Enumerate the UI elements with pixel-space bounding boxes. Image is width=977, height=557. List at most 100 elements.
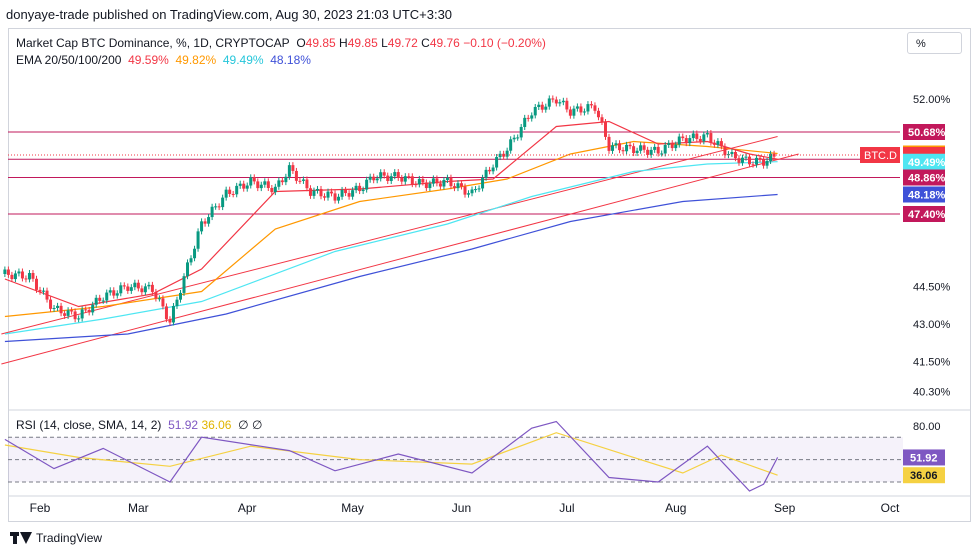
candle-body <box>596 110 600 118</box>
candle-body <box>744 156 748 158</box>
candle-body <box>519 126 523 138</box>
candle-body <box>6 269 10 275</box>
candle-body <box>196 231 200 249</box>
candle-body <box>24 278 28 280</box>
ema50-line <box>4 140 778 318</box>
candle-body <box>386 175 390 181</box>
candle-body <box>34 278 38 290</box>
candle-body <box>417 178 421 185</box>
candle-body <box>221 197 225 208</box>
rsi-label[interactable]: RSI (14, close, SMA, 14, 2) <box>16 418 162 432</box>
candle-body <box>147 284 151 287</box>
candle-body <box>593 105 597 111</box>
candle-body <box>242 183 246 189</box>
candle-body <box>575 106 579 109</box>
candle-body <box>554 99 558 104</box>
candle-body <box>558 102 562 104</box>
x-tick-label: Aug <box>665 501 686 515</box>
rsi-value-tag-bg <box>903 449 945 466</box>
rsi-sma-line <box>4 432 778 476</box>
candle-body <box>740 157 744 163</box>
candle-body <box>31 272 35 279</box>
candle-body <box>256 181 260 189</box>
candle-body <box>178 292 182 300</box>
candle-body <box>449 177 453 187</box>
candle-body <box>115 293 119 296</box>
candle-body <box>568 109 572 116</box>
candle-body <box>140 288 144 293</box>
candle-body <box>143 286 147 293</box>
candle-body <box>210 206 214 218</box>
candle-body <box>351 190 355 197</box>
y-tick-label: 43.00% <box>913 319 951 331</box>
candle-body <box>639 145 643 151</box>
candle-body <box>442 179 446 187</box>
published-line: donyaye-trade published on TradingView.c… <box>6 7 453 22</box>
candle-body <box>186 262 190 277</box>
footer: TradingView <box>10 531 102 545</box>
candle-body <box>579 106 583 113</box>
candle-body <box>150 284 154 292</box>
ema-lines <box>4 120 778 343</box>
candle-body <box>642 145 646 150</box>
candle-body <box>80 309 84 319</box>
candle-body <box>245 185 249 189</box>
candle-body <box>354 185 358 191</box>
candle-body <box>358 185 362 192</box>
symbol-title[interactable]: Market Cap BTC Dominance, %, 1D, CRYPTOC… <box>16 36 290 50</box>
close-label: C <box>421 36 430 50</box>
candle-body <box>526 117 530 119</box>
rsi-value: 51.92 <box>168 418 199 432</box>
candle-body <box>649 149 653 155</box>
candle-body <box>621 150 625 152</box>
candle-body <box>428 183 432 189</box>
rsi-extra-1: ∅ <box>238 418 249 432</box>
publish-header: donyaye-trade published on TradingView.c… <box>0 0 977 28</box>
main-legend: Market Cap BTC Dominance, %, 1D, CRYPTOC… <box>16 36 546 50</box>
candle-body <box>765 160 769 166</box>
candle-body <box>375 178 379 181</box>
rsi-line <box>4 420 779 492</box>
trendline-1 <box>1 153 799 365</box>
candle-body <box>308 188 312 196</box>
candle-body <box>547 98 551 107</box>
ema100-value: 49.49% <box>222 53 264 67</box>
candle-body <box>505 150 509 157</box>
candle-body <box>228 189 232 194</box>
candle-body <box>319 188 323 197</box>
candle-body <box>161 298 165 307</box>
candle-body <box>709 133 713 143</box>
candle-body <box>459 183 463 187</box>
candle-body <box>42 290 46 292</box>
percent-scale-button[interactable]: % <box>907 32 962 54</box>
candle-body <box>59 305 63 314</box>
candle-body <box>607 136 611 151</box>
candle-body <box>119 285 123 294</box>
candle-body <box>695 133 699 139</box>
ema200-value: 48.18% <box>270 53 311 67</box>
ema-label[interactable]: EMA 20/50/100/200 <box>16 53 122 67</box>
candle-body <box>122 285 126 287</box>
candle-body <box>200 221 204 232</box>
candle-body <box>287 165 291 177</box>
candle-body <box>509 139 513 151</box>
candle-body <box>702 134 706 142</box>
candle-body <box>653 146 657 150</box>
candle-body <box>20 271 24 279</box>
high-label: H <box>339 36 348 50</box>
candle-body <box>105 292 109 301</box>
rsi-sma-tag-bg <box>903 467 945 484</box>
candle-body <box>463 186 467 195</box>
candle-body <box>365 179 369 190</box>
candle-body <box>445 177 449 180</box>
trendlines <box>1 136 799 365</box>
x-tick-label: Feb <box>30 501 51 515</box>
price-tag-label: 48.86% <box>908 173 946 185</box>
candle-body <box>263 181 267 185</box>
candle-body <box>94 297 98 305</box>
candle-body <box>337 196 341 201</box>
candle-body <box>63 313 67 316</box>
tradingview-logo-icon <box>10 532 32 544</box>
candle-body <box>217 206 221 208</box>
